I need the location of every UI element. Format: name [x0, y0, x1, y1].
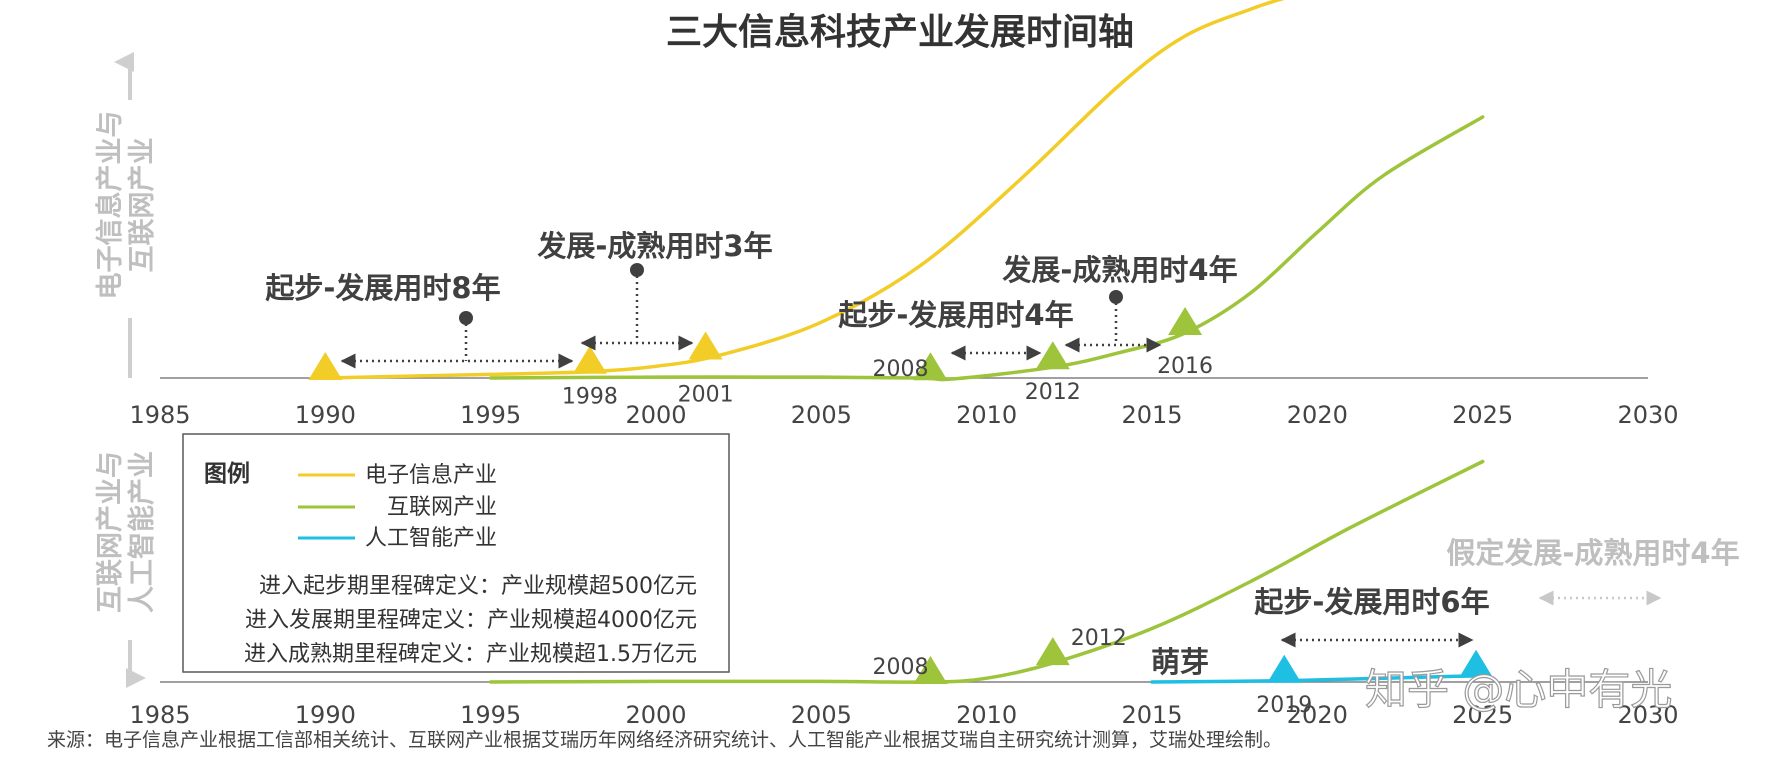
bottom-panel-y-label-line2: 人工智能产业 — [126, 451, 158, 613]
bottom-panel-series: 2008 2012 2019 — [488, 459, 1494, 718]
anno-start-to-develop-4y: 起步-发展用时4年 — [838, 298, 1073, 332]
bottom-milestone-2 — [1035, 637, 1070, 666]
top-series-line-1 — [323, 0, 1285, 380]
bottom-x-tick-2015: 2015 — [1121, 701, 1182, 729]
top-x-tick-2015: 2015 — [1121, 401, 1182, 429]
top-x-tick-2020: 2020 — [1287, 401, 1348, 429]
top-milestone-5 — [1035, 341, 1070, 370]
legend-box — [182, 433, 730, 673]
bottom-annotations: 萌芽 起步-发展用时6年 假定发展-成熟用时4年 — [1151, 536, 1740, 679]
bottom-panel-y-label-line1: 互联网产业与 — [95, 451, 126, 613]
legend-definition-develop: 进入发展期里程碑定义：产业规模超4000亿元 — [245, 608, 697, 633]
top-milestone-2 — [572, 345, 607, 374]
bottom-x-tick-1985: 1985 — [129, 701, 190, 729]
top-milestone-label-1998: 1998 — [562, 385, 618, 410]
anno-sprout: 萌芽 — [1151, 645, 1209, 679]
top-panel-series: 1998 2001 2008 2012 2016 — [308, 0, 1485, 410]
anno-start-to-develop-6y: 起步-发展用时6年 — [1254, 585, 1489, 619]
bottom-x-tick-1990: 1990 — [295, 701, 356, 729]
bottom-milestone-label-2008: 2008 — [872, 655, 928, 680]
bottom-milestone-1 — [913, 656, 948, 684]
legend-label-ai: 人工智能产业 — [365, 526, 497, 551]
top-x-tick-1985: 1985 — [129, 401, 190, 429]
top-panel-x-ticks: 1985 1990 1995 2000 2005 2010 2015 2020 2025 2030 — [129, 401, 1678, 429]
top-milestone-label-2001: 2001 — [678, 383, 734, 408]
top-panel-y-label: 电子信息产业与 互联网产业 — [94, 111, 158, 300]
bottom-x-tick-2025: 2025 — [1452, 701, 1513, 729]
top-milestone-label-2012: 2012 — [1025, 380, 1081, 405]
bottom-panel-y-label: 互联网产业与 人工智能产业 — [95, 451, 158, 613]
anno-develop-to-mature-4y: 发展-成熟用时4年 — [1001, 253, 1237, 287]
legend-title: 图例 — [204, 461, 250, 487]
source-note: 来源：电子信息产业根据工信部相关统计、互联网产业根据艾瑞历年网络经济研究统计、人… — [47, 729, 1282, 751]
top-x-tick-2000: 2000 — [625, 401, 686, 429]
top-x-tick-2010: 2010 — [956, 401, 1017, 429]
chart-title: 三大信息科技产业发展时间轴 — [666, 12, 1134, 53]
bottom-x-tick-2020: 2020 — [1287, 701, 1348, 729]
top-annotations: 起步-发展用时8年 发展-成熟用时3年 起步-发展用时4年 发展-成熟用时4年 — [265, 229, 1238, 369]
legend-label-electronics: 电子信息产业 — [365, 463, 497, 488]
top-x-tick-1990: 1990 — [295, 401, 356, 429]
top-x-tick-2005: 2005 — [791, 401, 852, 429]
legend-definition-mature: 进入成熟期里程碑定义：产业规模超1.5万亿元 — [244, 642, 697, 667]
bottom-panel-x-ticks: 1985 1990 1995 2000 2005 2010 2015 2020 2025 2030 — [129, 701, 1678, 729]
top-x-tick-2030: 2030 — [1617, 401, 1678, 429]
anno-assumed-develop-to-mature-4y: 假定发展-成熟用时4年 — [1446, 536, 1739, 570]
bottom-milestone-3 — [1267, 654, 1302, 683]
top-milestone-label-2016: 2016 — [1157, 354, 1213, 379]
bottom-milestone-4 — [1459, 649, 1494, 678]
bottom-milestone-label-2012: 2012 — [1071, 626, 1127, 651]
bottom-x-tick-2005: 2005 — [791, 701, 852, 729]
bottom-series-line-1 — [488, 459, 1485, 684]
top-milestone-1 — [308, 352, 343, 380]
top-milestone-label-2008: 2008 — [872, 357, 928, 382]
legend: 图例 电子信息产业 互联网产业 人工智能产业 进入起步期里程碑定义：产业规模超5… — [182, 433, 730, 673]
bottom-x-tick-2000: 2000 — [625, 701, 686, 729]
bottom-series-line-2 — [1150, 673, 1478, 684]
legend-label-internet: 互联网产业 — [387, 495, 497, 520]
top-panel-y-label-line2: 互联网产业 — [127, 138, 158, 273]
top-milestone-4 — [913, 352, 948, 381]
top-milestone-6 — [1168, 307, 1203, 335]
top-x-tick-2025: 2025 — [1452, 401, 1513, 429]
legend-definition-start: 进入起步期里程碑定义：产业规模超500亿元 — [259, 574, 697, 599]
bottom-milestone-label-2019: 2019 — [1256, 693, 1312, 718]
top-panel-y-label-line1: 电子信息产业与 — [94, 111, 126, 300]
bottom-x-tick-2030: 2030 — [1617, 701, 1678, 729]
top-series-line-2 — [488, 115, 1485, 382]
bottom-x-tick-1995: 1995 — [460, 701, 521, 729]
watermark: 知乎 @心中有光 — [1365, 665, 1672, 714]
anno-develop-to-mature-3y: 发展-成熟用时3年 — [536, 229, 772, 263]
anno-start-to-develop-8y: 起步-发展用时8年 — [265, 271, 500, 305]
bottom-x-tick-2010: 2010 — [956, 701, 1017, 729]
top-x-tick-1995: 1995 — [460, 401, 521, 429]
top-milestone-3 — [688, 331, 723, 360]
